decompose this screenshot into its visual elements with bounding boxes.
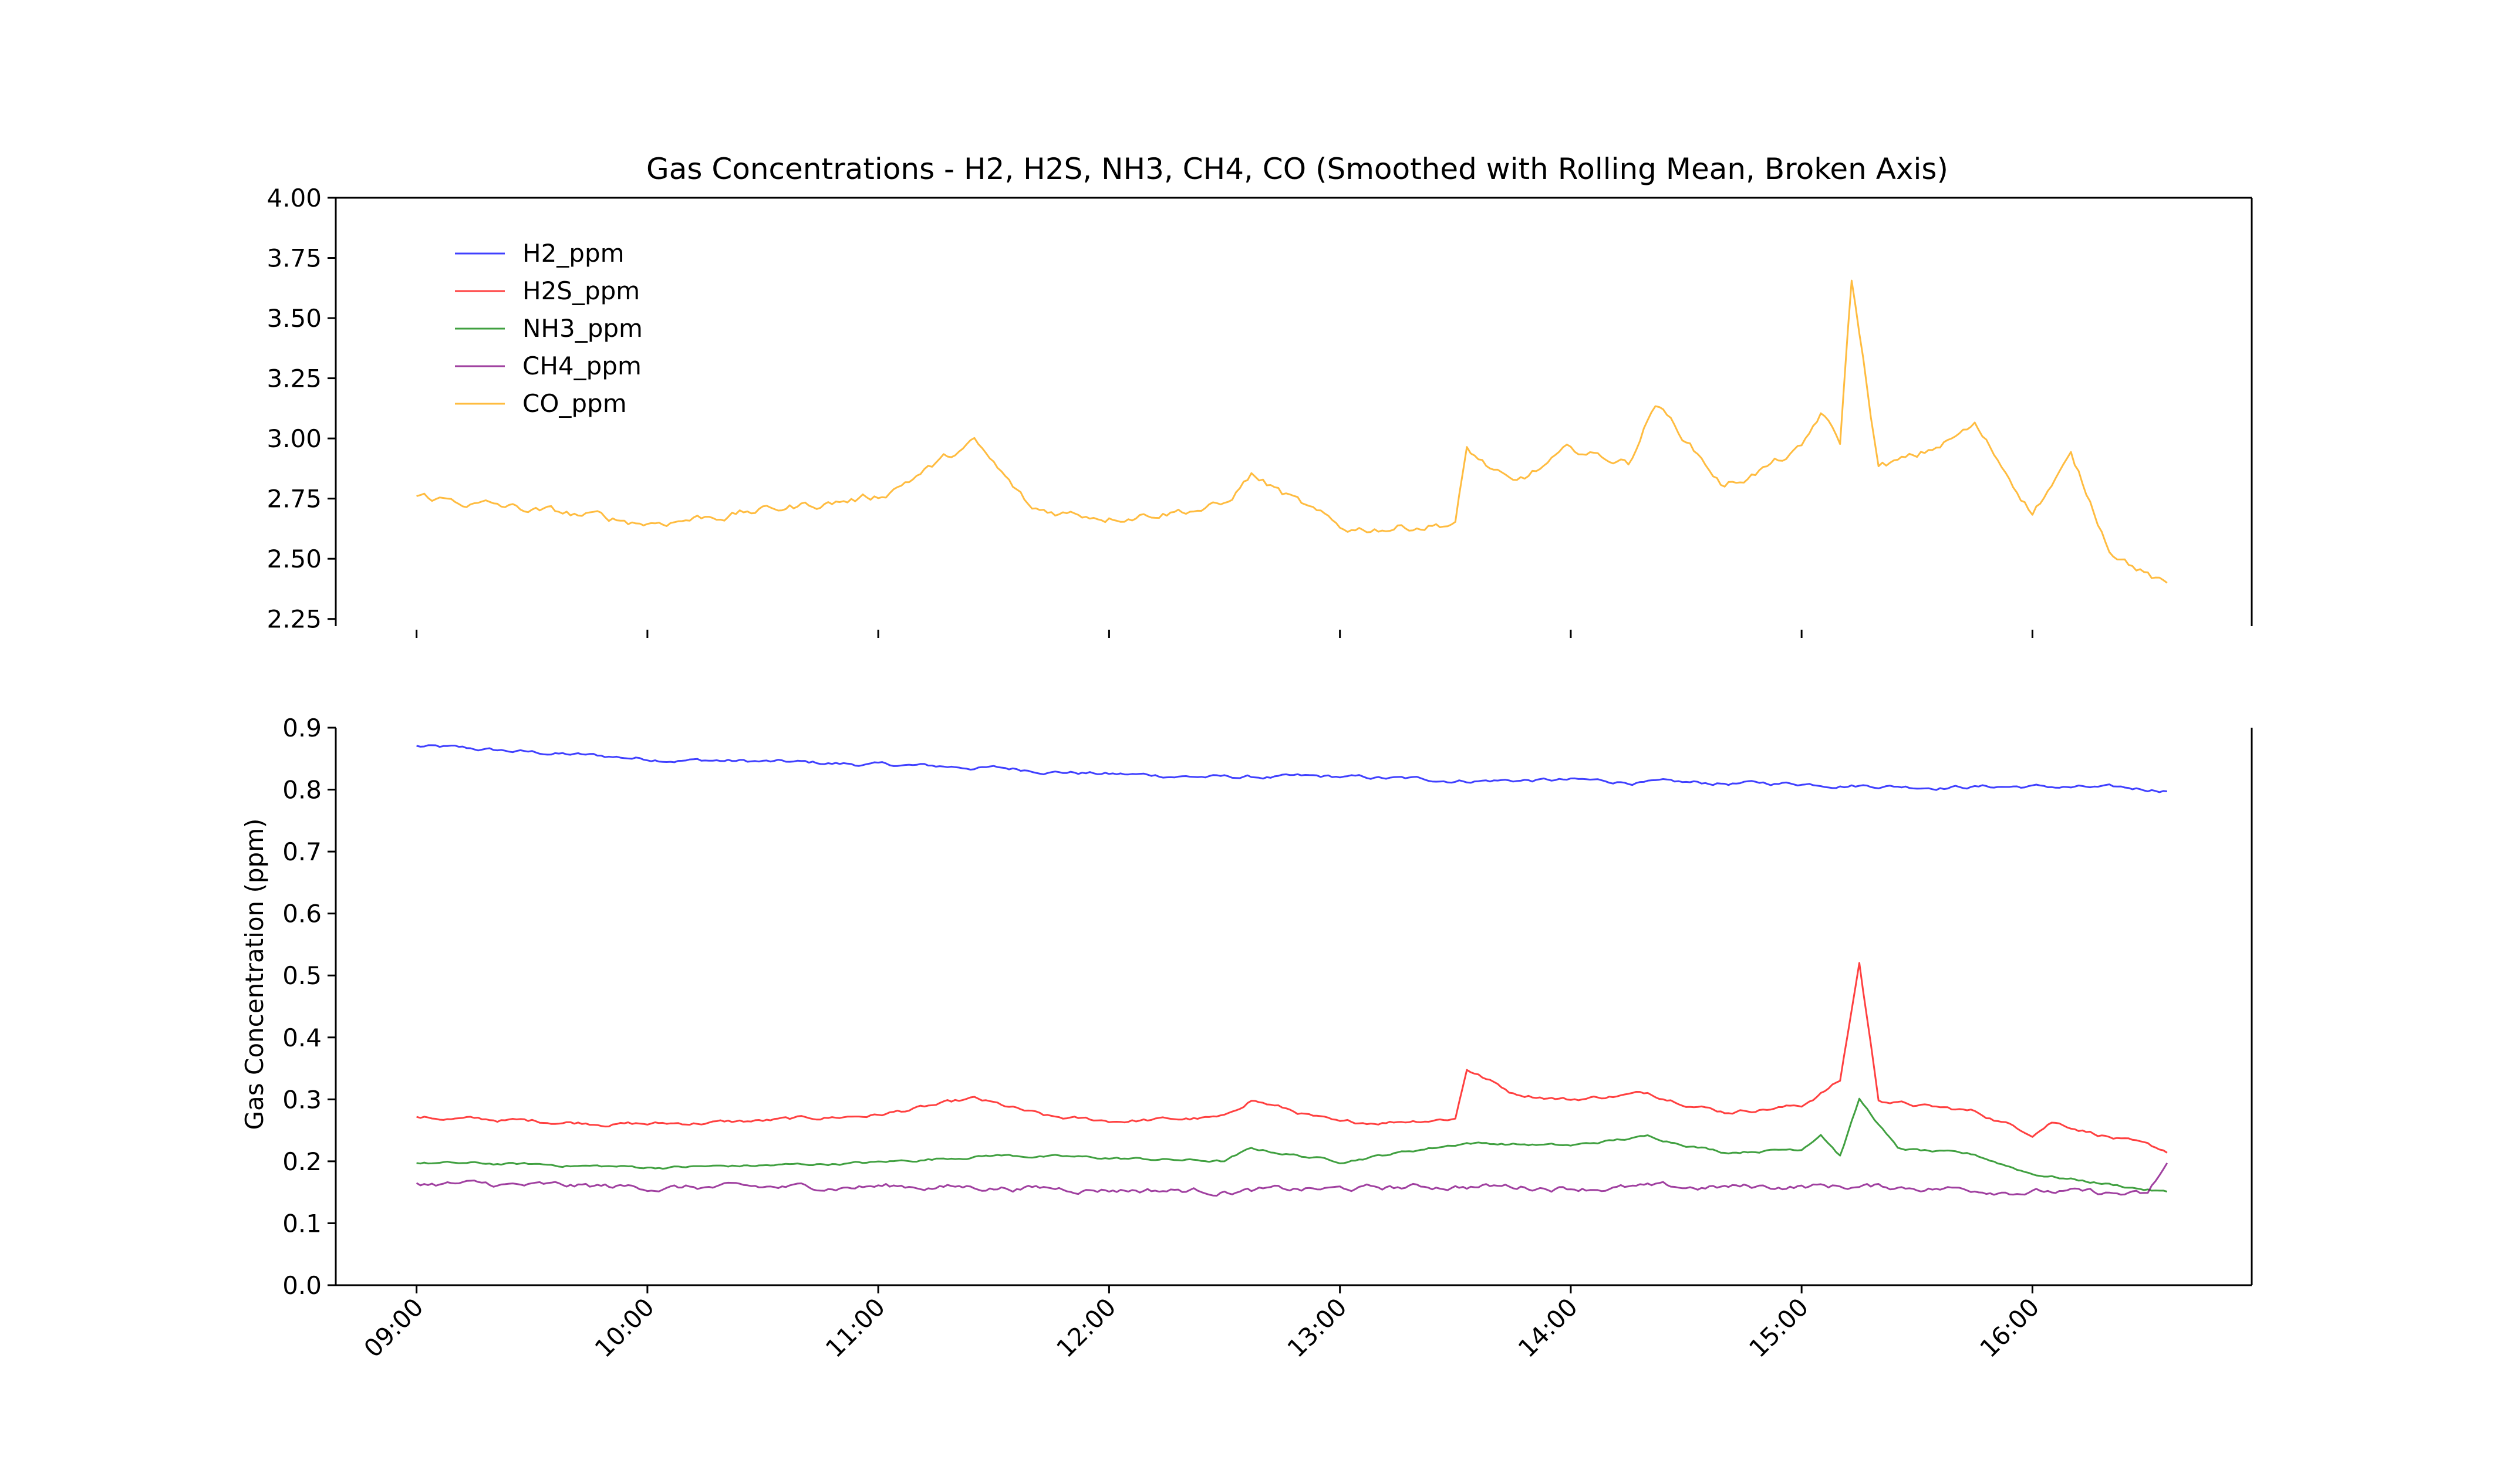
lower-ytick-label: 0.0 — [282, 1271, 322, 1300]
lower-ytick-label: 0.1 — [282, 1209, 322, 1238]
y-axis-label: Gas Concentration (ppm) — [240, 819, 269, 1130]
series-line-H2S_ppm — [416, 962, 2168, 1154]
series-line-H2_ppm — [416, 744, 2167, 793]
upper-ytick-label: 2.75 — [266, 485, 322, 513]
upper-ytick-label: 3.50 — [266, 304, 322, 333]
lower-ytick-label: 0.9 — [282, 714, 322, 742]
legend-label: CO_ppm — [522, 389, 627, 418]
lower-ytick-label: 0.8 — [282, 776, 322, 805]
upper-panel: 2.25 2.50 2.75 3.00 3.25 3.50 3.75 4.00 — [266, 184, 2253, 634]
legend-label: CH4_ppm — [522, 352, 642, 380]
upper-ytick-label: 3.25 — [266, 364, 322, 393]
lower-ytick-label: 0.6 — [282, 900, 322, 928]
upper-ytick-label: 3.00 — [266, 424, 322, 453]
lower-ytick-label: 0.4 — [282, 1023, 322, 1052]
lower-ytick-label: 0.5 — [282, 961, 322, 990]
legend-label: NH3_ppm — [522, 314, 643, 343]
lower-ytick-label: 0.2 — [282, 1147, 322, 1176]
legend-label: H2S_ppm — [522, 276, 640, 305]
series-line-CH4_ppm — [416, 1163, 2168, 1197]
series-line-CO_ppm — [416, 279, 2168, 584]
legend: H2_ppm H2S_ppm NH3_ppm CH4_ppm CO_ppm — [455, 239, 643, 418]
lower-panel: 0.0 0.1 0.2 0.3 0.4 0.5 0.6 0.7 0.8 0.9 — [282, 714, 2253, 1300]
chart-title: Gas Concentrations - H2, H2S, NH3, CH4, … — [646, 152, 1948, 186]
upper-ytick-label: 2.50 — [266, 545, 322, 573]
series-line-NH3_ppm — [416, 1097, 2168, 1193]
legend-label: H2_ppm — [522, 239, 625, 268]
upper-ytick-label: 2.25 — [266, 605, 322, 634]
lower-ytick-label: 0.7 — [282, 837, 322, 866]
upper-ytick-label: 3.75 — [266, 244, 322, 273]
lower-ytick-label: 0.3 — [282, 1085, 322, 1114]
upper-ytick-label: 4.00 — [266, 184, 322, 212]
